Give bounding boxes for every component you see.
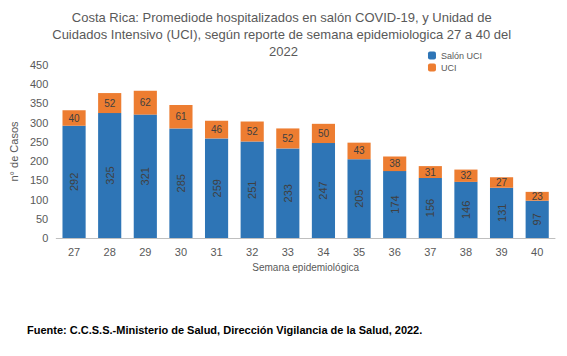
svg-text:23: 23 (532, 191, 544, 202)
svg-text:325: 325 (104, 166, 116, 184)
svg-text:2022: 2022 (269, 44, 298, 59)
svg-text:300: 300 (30, 117, 48, 129)
svg-text:0: 0 (42, 232, 48, 244)
svg-text:33: 33 (282, 246, 294, 258)
svg-text:251: 251 (246, 181, 258, 199)
svg-text:52: 52 (247, 126, 259, 137)
svg-text:34: 34 (317, 246, 329, 258)
svg-text:131: 131 (496, 204, 508, 222)
svg-text:Fuente: C.C.S.S.-Ministerio de: Fuente: C.C.S.S.-Ministerio de Salud, Di… (27, 324, 422, 336)
svg-text:174: 174 (389, 195, 401, 213)
svg-text:450: 450 (30, 59, 48, 71)
svg-text:400: 400 (30, 78, 48, 90)
svg-text:250: 250 (30, 136, 48, 148)
svg-text:37: 37 (424, 246, 436, 258)
svg-text:52: 52 (104, 98, 116, 109)
svg-text:100: 100 (30, 194, 48, 206)
svg-text:46: 46 (211, 124, 223, 135)
svg-text:31: 31 (210, 246, 222, 258)
svg-text:Salón UCI: Salón UCI (441, 51, 482, 61)
svg-text:40: 40 (69, 113, 81, 124)
svg-text:32: 32 (460, 170, 472, 181)
svg-text:27: 27 (68, 246, 80, 258)
svg-text:233: 233 (282, 184, 294, 202)
svg-text:38: 38 (389, 158, 401, 169)
svg-text:n° de Casos: n° de Casos (8, 121, 20, 182)
svg-text:29: 29 (139, 246, 151, 258)
svg-text:247: 247 (317, 181, 329, 199)
svg-text:205: 205 (353, 189, 365, 207)
svg-text:31: 31 (425, 167, 437, 178)
svg-text:35: 35 (353, 246, 365, 258)
svg-text:Costa Rica: Promediode hospita: Costa Rica: Promediode hospitalizados en… (72, 10, 495, 25)
svg-text:97: 97 (531, 213, 543, 225)
svg-text:50: 50 (36, 213, 48, 225)
svg-text:156: 156 (424, 199, 436, 217)
svg-text:62: 62 (140, 97, 152, 108)
svg-text:27: 27 (496, 177, 508, 188)
svg-text:150: 150 (30, 174, 48, 186)
svg-text:43: 43 (354, 145, 366, 156)
svg-text:40: 40 (531, 246, 543, 258)
svg-text:UCI: UCI (441, 63, 457, 73)
svg-text:38: 38 (460, 246, 472, 258)
svg-text:32: 32 (246, 246, 258, 258)
svg-text:259: 259 (211, 179, 223, 197)
svg-text:146: 146 (460, 201, 472, 219)
svg-text:52: 52 (282, 133, 294, 144)
svg-text:285: 285 (175, 174, 187, 192)
svg-text:50: 50 (318, 128, 330, 139)
svg-text:36: 36 (389, 246, 401, 258)
svg-text:39: 39 (495, 246, 507, 258)
svg-text:61: 61 (175, 111, 187, 122)
svg-text:Semana epidemiológica: Semana epidemiológica (252, 262, 359, 273)
svg-text:292: 292 (68, 173, 80, 191)
svg-text:200: 200 (30, 155, 48, 167)
svg-text:Cuidados Intensivo (UCI), segú: Cuidados Intensivo (UCI), según reporte … (52, 27, 515, 42)
svg-text:30: 30 (175, 246, 187, 258)
svg-text:28: 28 (104, 246, 116, 258)
svg-text:321: 321 (139, 167, 151, 185)
svg-text:350: 350 (30, 97, 48, 109)
